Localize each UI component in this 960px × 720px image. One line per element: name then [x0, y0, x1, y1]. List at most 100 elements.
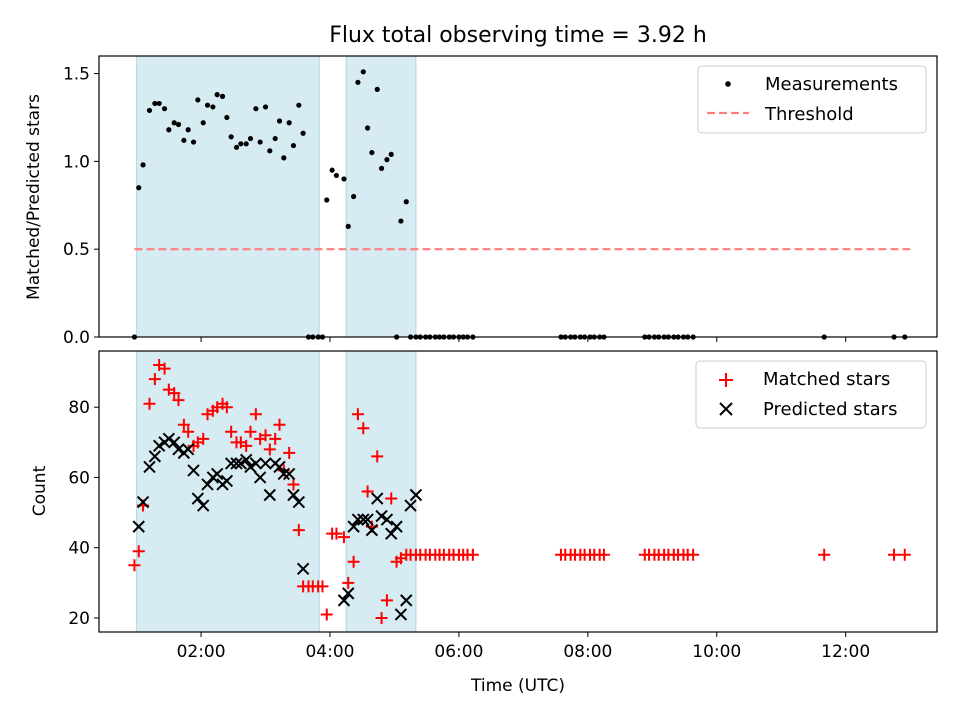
predicted-point: [201, 478, 214, 491]
measurement-point: [333, 172, 340, 179]
measurement-point: [281, 155, 287, 161]
matched-point: [259, 429, 272, 442]
matched-point: [128, 559, 141, 572]
matched-point: [347, 555, 360, 568]
bottom-y-axis-label: Count: [30, 465, 50, 516]
top-panel: 0.0 0.5 1.0 1.5 Matched/Predicted stars Mea…: [24, 55, 938, 348]
bottom-legend-box: [695, 360, 927, 429]
top-y-axis-label: Matched/Predicted stars: [24, 94, 44, 300]
measurement-point: [204, 102, 211, 108]
measurement-point: [290, 142, 297, 149]
measurement-point: [243, 141, 249, 147]
predicted-point: [404, 499, 417, 512]
top-shaded-intervals: [136, 55, 417, 338]
predicted-point: [380, 513, 394, 526]
matched-point: [143, 397, 156, 410]
bottom-x-ticks: 02:00 04:00 06:00 08:00 10:00 12:00: [177, 632, 870, 662]
measurement-point: [300, 130, 306, 136]
matched-point: [385, 492, 398, 505]
matched-point: [177, 418, 190, 431]
bottom-y-ticks: 20 40 60 80: [68, 398, 99, 629]
legend-measurements-marker: [725, 81, 731, 87]
measurement-point: [341, 176, 347, 182]
measurement-point: [360, 69, 366, 75]
matched-point: [249, 408, 262, 421]
measurement-point: [181, 137, 187, 143]
top-legend-box: [697, 65, 927, 134]
predicted-point: [400, 594, 413, 607]
predicted-point: [143, 460, 156, 474]
predicted-point: [249, 457, 263, 470]
matched-point: [597, 548, 610, 561]
bottom-legend: Matched stars Predicted stars: [695, 360, 927, 429]
measurement-point: [388, 151, 394, 157]
measurement-point: [161, 106, 168, 112]
predicted-point: [167, 436, 181, 449]
matched-point: [330, 527, 343, 540]
matched-point: [244, 425, 257, 438]
top-plot-frame: [98, 55, 938, 338]
shaded-interval: [345, 350, 417, 633]
matched-point: [172, 394, 185, 407]
chart-title: Flux total observing time = 3.92 h: [329, 23, 707, 48]
top-x-tick-marks: [200, 337, 847, 342]
measurement-point: [355, 79, 361, 85]
matched-point: [361, 485, 374, 498]
measurement-point: [210, 104, 216, 110]
matched-point: [269, 432, 282, 445]
predicted-point: [136, 495, 150, 509]
predicted-point: [347, 520, 360, 533]
shaded-interval: [136, 55, 320, 338]
predicted-point: [148, 450, 162, 463]
predicted-point: [390, 520, 403, 533]
matched-point: [283, 446, 296, 459]
predicted-point: [244, 460, 257, 474]
x-tick-label: 04:00: [305, 642, 354, 662]
measurement-point: [228, 134, 234, 140]
predicted-point: [253, 471, 267, 484]
measurement-point: [329, 167, 335, 173]
matched-point: [273, 418, 286, 431]
matched-point: [687, 548, 700, 561]
measurement-points: [131, 69, 908, 340]
predicted-points: [132, 432, 423, 621]
measurement-point: [286, 120, 292, 126]
predicted-point: [187, 464, 200, 477]
measurement-point: [233, 144, 240, 150]
measurement-point: [140, 162, 146, 168]
measurement-point: [156, 100, 162, 107]
predicted-point: [191, 492, 205, 505]
measurement-point: [324, 197, 330, 203]
predicted-point: [234, 457, 248, 470]
measurement-point: [224, 114, 230, 121]
measurement-point: [276, 118, 283, 124]
x-tick-label: 12:00: [821, 642, 870, 662]
predicted-point: [296, 562, 310, 575]
measurement-point: [369, 149, 375, 156]
bottom-plot-frame: [98, 350, 938, 633]
matched-point: [337, 531, 350, 544]
predicted-point: [277, 467, 290, 481]
predicted-point: [385, 527, 398, 540]
measurement-point: [398, 218, 404, 224]
predicted-point: [361, 513, 374, 526]
predicted-point: [365, 523, 379, 537]
predicted-point: [152, 439, 166, 453]
measurement-point: [185, 127, 191, 133]
matched-point: [225, 425, 238, 438]
predicted-point: [342, 587, 355, 600]
matched-point: [375, 611, 388, 624]
predicted-point: [409, 488, 423, 502]
measurement-point: [374, 86, 380, 92]
measurement-point: [272, 135, 278, 142]
top-legend: Measurements Threshold: [697, 65, 927, 134]
matched-point: [351, 408, 364, 421]
x-axis-label: Time (UTC): [470, 676, 565, 696]
predicted-point: [337, 594, 351, 607]
measurement-point: [296, 102, 302, 108]
measurement-point: [247, 135, 254, 142]
predicted-point: [224, 457, 238, 470]
measurement-point: [253, 106, 259, 112]
measurement-point: [384, 157, 390, 163]
measurement-point: [351, 193, 357, 200]
